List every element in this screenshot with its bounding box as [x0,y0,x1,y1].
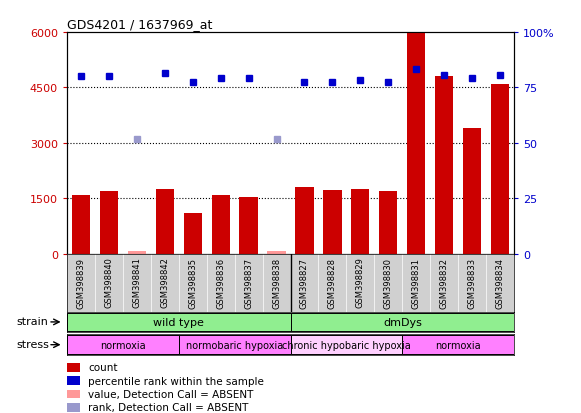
Bar [67,313,290,331]
Bar [71,195,90,254]
Bar [403,335,514,354]
Bar [128,251,146,254]
Bar [67,376,80,385]
Bar [100,191,118,254]
Text: count: count [88,362,118,372]
Bar [67,389,80,399]
Text: GDS4201 / 1637969_at: GDS4201 / 1637969_at [67,17,212,31]
Text: GSM398835: GSM398835 [188,257,197,308]
Text: GSM398842: GSM398842 [160,257,169,308]
Bar [67,335,179,354]
Text: GSM398830: GSM398830 [384,257,393,308]
Text: rank, Detection Call = ABSENT: rank, Detection Call = ABSENT [88,402,249,413]
Text: stress: stress [17,339,49,349]
Text: GSM398832: GSM398832 [440,257,449,308]
Text: GSM398829: GSM398829 [356,257,365,308]
Text: GSM398838: GSM398838 [272,257,281,308]
Bar [290,313,514,331]
Bar [156,190,174,254]
Text: GSM398839: GSM398839 [76,257,85,308]
Text: GSM398841: GSM398841 [132,257,141,308]
Text: GSM398827: GSM398827 [300,257,309,308]
Text: normoxia: normoxia [100,340,146,350]
Bar [211,196,229,254]
Bar [239,198,257,254]
Bar [179,335,290,354]
Text: normobaric hypoxia: normobaric hypoxia [186,340,283,350]
Text: percentile rank within the sample: percentile rank within the sample [88,376,264,386]
Text: value, Detection Call = ABSENT: value, Detection Call = ABSENT [88,389,254,399]
Text: normoxia: normoxia [435,340,481,350]
Bar [435,77,453,254]
Text: GSM398833: GSM398833 [468,257,477,308]
Text: GSM398837: GSM398837 [244,257,253,308]
Bar [67,403,80,412]
Text: GSM398828: GSM398828 [328,257,337,308]
Bar [184,214,202,254]
Bar [463,129,481,254]
Text: wild type: wild type [153,317,204,327]
Bar [67,363,80,372]
Bar [295,188,314,254]
Bar [491,85,510,254]
Bar [324,191,342,254]
Text: GSM398836: GSM398836 [216,257,225,308]
Bar [352,190,370,254]
Text: GSM398840: GSM398840 [104,257,113,308]
Text: strain: strain [17,316,49,326]
Text: GSM398831: GSM398831 [412,257,421,308]
Bar [290,335,403,354]
Bar [379,191,397,254]
Text: GSM398834: GSM398834 [496,257,505,308]
Bar [267,252,286,254]
Text: chronic hypobaric hypoxia: chronic hypobaric hypoxia [282,340,411,350]
Bar [407,33,425,254]
Text: dmDys: dmDys [383,317,422,327]
